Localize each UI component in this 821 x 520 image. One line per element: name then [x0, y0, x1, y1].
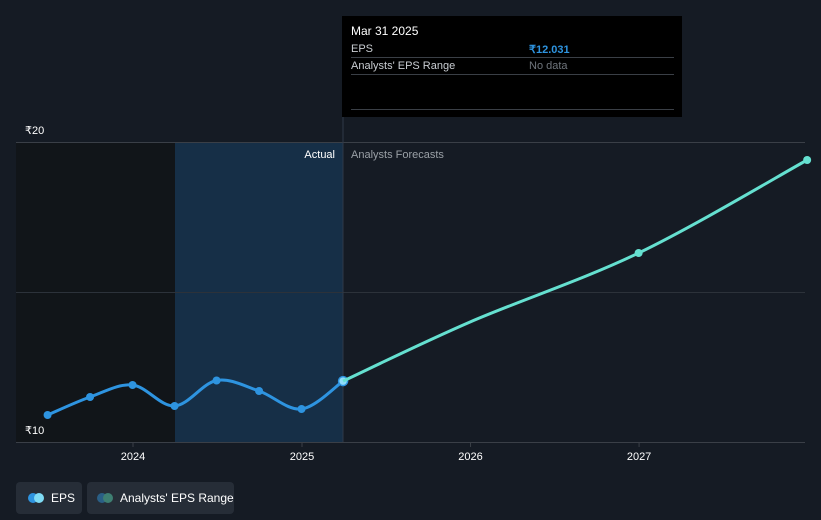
tooltip: Mar 31 2025 EPS ₹12.031 Analysts' EPS Ra… — [342, 16, 682, 117]
y-tick-label-bottom: ₹10 — [25, 425, 44, 437]
eps-point[interactable] — [297, 405, 306, 413]
eps-point[interactable] — [86, 393, 95, 401]
legend-range-label: Analysts' EPS Range — [120, 491, 234, 505]
actual-label: Actual — [304, 149, 335, 161]
tooltip-separator — [351, 57, 674, 58]
eps-point[interactable] — [128, 381, 137, 389]
forecast-label: Analysts Forecasts — [351, 149, 444, 161]
range-legend-icon — [97, 493, 113, 503]
x-tick-label: 2026 — [458, 451, 482, 463]
tooltip-range-label: Analysts' EPS Range — [351, 60, 456, 72]
tooltip-range-value: No data — [529, 60, 568, 72]
eps-forecast-point[interactable] — [634, 249, 643, 257]
tooltip-eps-label: EPS — [351, 43, 374, 55]
legend-eps[interactable]: EPS — [16, 482, 82, 514]
tooltip-date: Mar 31 2025 — [351, 24, 419, 38]
x-tick-label: 2025 — [290, 451, 314, 463]
eps-forecast-point[interactable] — [803, 156, 812, 164]
tooltip-eps-value: ₹12.031 — [529, 44, 570, 56]
x-tick-label: 2027 — [627, 451, 651, 463]
eps-point[interactable] — [255, 387, 264, 395]
x-tick-label: 2024 — [121, 451, 145, 463]
eps-point[interactable] — [212, 376, 221, 385]
legend-analysts-range[interactable]: Analysts' EPS Range — [87, 482, 234, 514]
legend-eps-label: EPS — [51, 491, 76, 505]
y-tick-label-top: ₹20 — [25, 125, 44, 137]
eps-legend-icon — [28, 493, 44, 503]
eps-forecast-line — [342, 158, 808, 383]
eps-point[interactable] — [43, 411, 52, 419]
tooltip-separator — [351, 74, 674, 75]
tooltip-separator — [351, 109, 674, 110]
eps-point[interactable] — [170, 402, 179, 410]
